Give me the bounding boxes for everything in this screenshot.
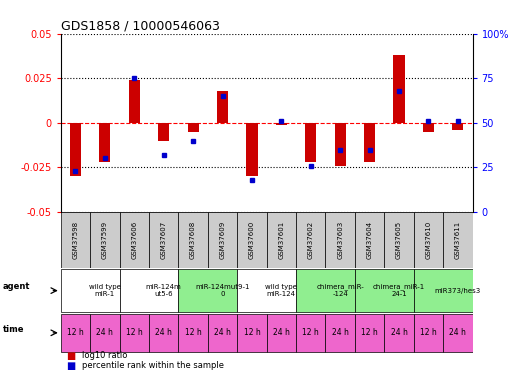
Text: wild type
miR-1: wild type miR-1 [89,284,121,297]
Bar [119,212,149,268]
Text: miR-124mut9-1
0: miR-124mut9-1 0 [195,284,250,297]
Text: GSM37598: GSM37598 [72,221,79,259]
Text: 12 h: 12 h [420,328,437,338]
Text: 12 h: 12 h [303,328,319,338]
Bar [208,212,237,268]
Bar [149,314,178,352]
Text: miR373/hes3: miR373/hes3 [435,288,481,294]
Bar [355,212,384,268]
Text: 12 h: 12 h [185,328,202,338]
Text: GSM37600: GSM37600 [249,221,255,259]
Text: 12 h: 12 h [361,328,378,338]
Text: 24 h: 24 h [214,328,231,338]
Bar [208,314,237,352]
Text: GSM37611: GSM37611 [455,221,461,259]
Bar [384,314,414,352]
Bar [443,212,473,268]
Bar [452,123,464,130]
Text: GSM37607: GSM37607 [161,221,167,259]
Bar [355,314,384,352]
Bar [61,212,90,268]
Bar [267,212,296,268]
Text: chimera_miR-
-124: chimera_miR- -124 [316,284,364,297]
Bar [178,212,208,268]
Bar [217,91,228,123]
Bar [237,314,267,352]
Bar [364,123,375,162]
Bar [414,269,473,312]
Text: 24 h: 24 h [97,328,114,338]
Bar [129,80,140,123]
Text: wild type
miR-124: wild type miR-124 [266,284,297,297]
Text: GSM37599: GSM37599 [102,221,108,259]
Bar [90,212,119,268]
Bar [158,123,169,141]
Bar [267,314,296,352]
Bar [99,123,110,162]
Bar [187,123,199,132]
Text: 12 h: 12 h [243,328,260,338]
Bar [70,123,81,176]
Text: 24 h: 24 h [391,328,408,338]
Bar [443,314,473,352]
Bar [237,269,296,312]
Text: 24 h: 24 h [332,328,348,338]
Text: log10 ratio: log10 ratio [82,351,127,360]
Bar [414,212,443,268]
Text: GSM37610: GSM37610 [426,221,431,259]
Bar [325,212,355,268]
Text: 24 h: 24 h [449,328,466,338]
Bar [305,123,316,162]
Text: GDS1858 / 10000546063: GDS1858 / 10000546063 [61,20,220,33]
Bar [355,269,414,312]
Bar [296,269,355,312]
Bar [393,55,404,123]
Text: GSM37602: GSM37602 [308,221,314,259]
Bar [325,314,355,352]
Text: 12 h: 12 h [126,328,143,338]
Text: 24 h: 24 h [155,328,172,338]
Text: ■: ■ [66,360,76,370]
Text: GSM37601: GSM37601 [278,221,285,259]
Text: GSM37608: GSM37608 [190,221,196,259]
Bar [61,314,90,352]
Bar [414,314,443,352]
Text: agent: agent [3,282,30,291]
Text: GSM37605: GSM37605 [396,221,402,259]
Bar [296,314,325,352]
Bar [335,123,346,166]
Bar [119,269,178,312]
Text: 24 h: 24 h [273,328,290,338]
Bar [178,269,237,312]
Text: 12 h: 12 h [67,328,84,338]
Bar [237,212,267,268]
Bar [61,269,119,312]
Bar [178,314,208,352]
Bar [90,314,119,352]
Bar [247,123,258,176]
Bar [119,314,149,352]
Text: GSM37606: GSM37606 [131,221,137,259]
Bar [296,212,325,268]
Text: GSM37604: GSM37604 [366,221,373,259]
Text: chimera_miR-1
24-1: chimera_miR-1 24-1 [373,284,425,297]
Text: time: time [3,324,24,334]
Text: GSM37603: GSM37603 [337,221,343,259]
Text: ■: ■ [66,351,76,361]
Text: miR-124m
ut5-6: miR-124m ut5-6 [146,284,182,297]
Bar [384,212,414,268]
Bar [149,212,178,268]
Text: GSM37609: GSM37609 [220,221,225,259]
Bar [423,123,434,132]
Text: percentile rank within the sample: percentile rank within the sample [82,361,224,370]
Bar [276,123,287,124]
